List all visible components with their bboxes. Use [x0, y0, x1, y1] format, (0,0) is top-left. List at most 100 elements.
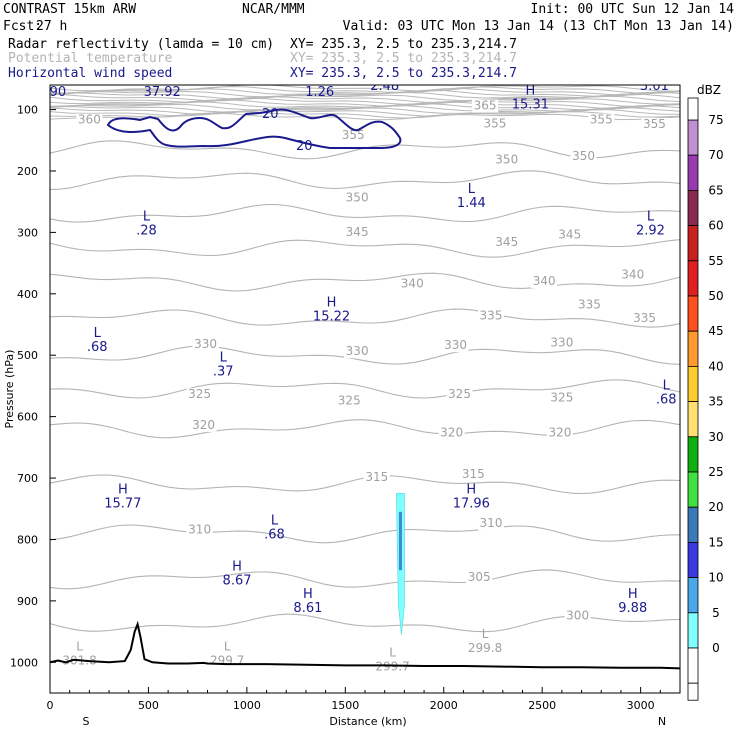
theta-label: 310 [480, 516, 503, 530]
theta-label-bg [556, 228, 583, 242]
x-tick-label: 0 [47, 699, 54, 712]
stratosphere-contour [50, 86, 680, 94]
theta-extremum-letter: L [389, 645, 396, 659]
colorbar-swatch-25 [687, 471, 699, 508]
wind-extremum-letter: L [651, 65, 659, 80]
theta-label: 350 [346, 191, 369, 205]
colorbar-label-5: 5 [712, 606, 720, 620]
terrain-line [50, 620, 680, 670]
theta-contour-355 [50, 170, 680, 191]
wind-extremum-value: 15.22 [313, 309, 350, 324]
theta-contour-330 [50, 345, 680, 365]
theta-contour-310 [50, 524, 680, 544]
colorbar-swatch-0 [687, 647, 699, 684]
stratosphere-contour [50, 97, 680, 106]
theta-label: 355 [590, 113, 613, 127]
wind-extremum-letter: L [159, 71, 167, 86]
theta-label-bg [631, 312, 658, 326]
theta-label: 325 [338, 393, 361, 407]
y-tick-label: 600 [17, 411, 38, 424]
theta-label: 355 [342, 128, 365, 142]
x-tick-label: 3000 [627, 699, 655, 712]
wind-extremum-value: .37 [213, 365, 234, 380]
colorbar-label-65: 65 [708, 183, 723, 197]
theta-label-bg [564, 609, 591, 623]
field-xy-wind: XY= 235.3, 2.5 to 235.3,214.7 [290, 66, 517, 81]
stratosphere-contour [50, 108, 680, 117]
theta-label: 340 [621, 267, 644, 281]
theta-label: 315 [365, 470, 388, 484]
wind-extremum-letter: L [663, 378, 671, 393]
theta-label-bg [548, 391, 575, 405]
plot-area: 300 305 310 310 315 315 320 320 320 325 325 325 325 3… [50, 65, 680, 673]
theta-label-bg [588, 113, 615, 127]
theta-label: 355 [483, 116, 506, 130]
theta-label-bg [344, 226, 371, 240]
field-label-reflectivity: Radar reflectivity (lamda = 10 cm) [8, 37, 274, 52]
colorbar-swatch-20 [687, 506, 699, 543]
theta-contour-350 [50, 204, 680, 223]
theta-label-bg [399, 277, 426, 291]
y-axis-label: Pressure (hPa) [3, 350, 16, 429]
wind-extremum-value: 37.92 [144, 85, 181, 100]
theta-label-bg [493, 153, 520, 167]
theta-label-bg [344, 191, 371, 205]
wind-extremum-value: .28 [136, 223, 157, 238]
wind-extremum-letter: H [525, 83, 535, 98]
wind-extremum-letter: L [54, 71, 62, 86]
wind-extremum-value: 8.61 [293, 601, 322, 616]
colorbar-label-75: 75 [708, 113, 723, 127]
colorbar-swatch-35 [687, 401, 699, 438]
theta-label-bg [190, 418, 217, 432]
stratosphere-contour [50, 87, 680, 96]
theta-extremum-letter: L [224, 639, 231, 653]
wind-extremum-letter: H [327, 295, 337, 310]
theta-label: 305 [468, 570, 491, 584]
theta-label-bg [546, 426, 573, 440]
theta-label-bg [619, 268, 646, 282]
x-tick-label: 1000 [233, 699, 261, 712]
colorbar-above-top [687, 97, 699, 121]
colorbar-label-10: 10 [708, 571, 723, 585]
theta-label-bg [446, 388, 473, 402]
theta-label: 300 [566, 608, 589, 622]
colorbar-label-40: 40 [708, 359, 723, 373]
colorbar-label-0: 0 [712, 641, 720, 655]
theta-label-bg [186, 523, 213, 537]
theta-label: 335 [480, 309, 503, 323]
y-tick-label: 200 [17, 165, 38, 178]
stratosphere-contour [50, 111, 680, 119]
x-tick-label: 2000 [430, 699, 458, 712]
theta-label-bg [548, 336, 575, 350]
field-label-wind: Horizontal wind speed [8, 66, 172, 81]
y-tick-label: 700 [17, 472, 38, 485]
reflectivity-peak [398, 511, 402, 571]
wind-extremum-letter: H [232, 559, 242, 574]
theta-label-bg [192, 337, 219, 351]
y-tick-label: 800 [17, 533, 38, 546]
y-tick-label: 900 [17, 595, 38, 608]
theta-label: 325 [448, 387, 471, 401]
wind-extremum-value: 1.44 [457, 196, 486, 211]
theta-label: 330 [444, 338, 467, 352]
x-tick-label: 500 [138, 699, 159, 712]
colorbar-label-60: 60 [708, 219, 723, 233]
colorbar-label-25: 25 [708, 465, 723, 479]
wind-contour-label: 20 [262, 107, 279, 122]
x-axis-label: Distance (km) [329, 715, 406, 728]
theta-label: 340 [401, 277, 424, 291]
theta-label: 330 [346, 344, 369, 358]
field-xy-reflectivity: XY= 235.3, 2.5 to 235.3,214.7 [290, 37, 517, 52]
theta-label: 340 [533, 274, 556, 288]
theta-label: 325 [188, 387, 211, 401]
theta-label: 350 [572, 149, 595, 163]
field-xy-theta: XY= 235.3, 2.5 to 235.3,214.7 [290, 51, 517, 66]
y-tick-label: 500 [17, 349, 38, 362]
wind-extremum-value: 3.01 [640, 79, 669, 94]
wind-extremum-value: 2.92 [636, 223, 665, 238]
theta-extremum-letter: L [76, 639, 83, 653]
wind-extremum-letter: L [143, 209, 151, 224]
theta-contour-340 [50, 272, 680, 292]
colorbar-label-50: 50 [708, 289, 723, 303]
